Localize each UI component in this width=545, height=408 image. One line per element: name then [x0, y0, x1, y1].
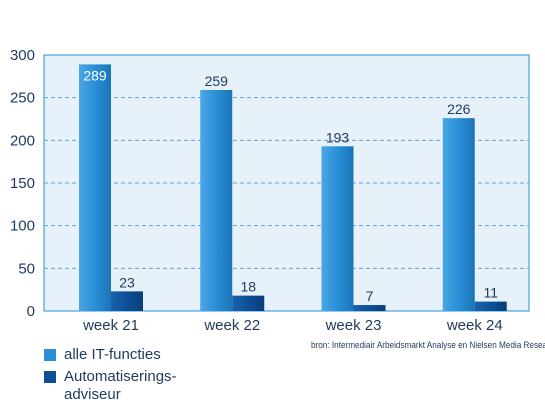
legend-item-alle-it-functies: alle IT-functies: [44, 346, 194, 364]
data-label: 11: [483, 285, 498, 301]
data-label: 289: [83, 67, 107, 83]
y-tick-label: 250: [10, 90, 35, 107]
data-label: 226: [447, 101, 471, 117]
data-label: 193: [326, 129, 350, 145]
y-tick-label: 200: [10, 132, 35, 149]
legend-item-automatiseringsadviseur: Automatiserings- adviseur: [44, 368, 194, 404]
data-label: 23: [119, 274, 135, 290]
x-tick-label: week 21: [82, 317, 139, 334]
bar-automatiseringsadviseur: [353, 305, 386, 311]
bar-alle-it-functies: [200, 89, 233, 311]
y-tick-label: 300: [10, 47, 35, 64]
legend-label: Automatiserings- adviseur: [64, 368, 177, 403]
bar-automatiseringsadviseur: [474, 301, 507, 311]
bar-alle-it-functies: [79, 64, 111, 312]
x-tick-label: week 22: [203, 317, 260, 334]
y-tick-label: 0: [27, 303, 35, 320]
y-tick-label: 50: [18, 260, 35, 277]
data-label: 7: [366, 288, 374, 304]
bars: [79, 64, 507, 312]
x-tick-label: week 24: [446, 317, 503, 334]
legend-swatch-automatiseringsadviseur: [44, 371, 56, 383]
data-label: 18: [240, 279, 256, 295]
legend-swatch-alle-it-functies: [44, 349, 56, 361]
x-axis-labels: week 21 week 22 week 23 week 24: [82, 317, 503, 334]
data-labels: 289 23 259 18 193 7 226 11: [83, 67, 498, 304]
legend-label: alle IT-functies: [64, 346, 161, 363]
legend: alle IT-functies Automatiserings- advise…: [44, 346, 194, 408]
bar-automatiseringsadviseur: [111, 291, 143, 311]
data-label: 259: [205, 73, 229, 89]
source-note: bron: Intermediair Arbeidsmarkt Analyse …: [311, 340, 545, 351]
bar-chart: 0 50 100 150 200 250 300 289 23 259 18 193 7 226 11 w…: [10, 47, 530, 334]
gridlines: [44, 97, 529, 269]
y-tick-label: 100: [10, 218, 35, 235]
bar-automatiseringsadviseur: [232, 295, 265, 311]
bar-alle-it-functies: [321, 146, 354, 311]
bar-alle-it-functies: [442, 118, 475, 311]
y-tick-label: 150: [10, 175, 35, 192]
x-tick-label: week 23: [325, 317, 382, 334]
y-axis-ticks: 0 50 100 150 200 250 300: [10, 47, 35, 320]
